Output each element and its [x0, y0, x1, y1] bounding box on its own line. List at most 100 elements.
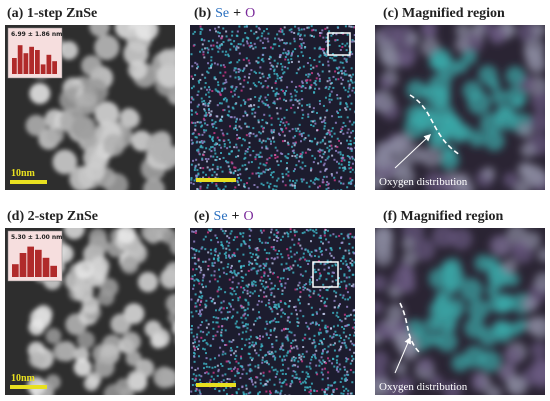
pixel	[244, 312, 247, 315]
pixel	[329, 140, 332, 143]
pixel	[286, 167, 289, 170]
pixel	[244, 101, 247, 104]
pixel	[294, 89, 297, 92]
pixel	[307, 113, 310, 116]
pixel	[223, 66, 226, 69]
pixel	[268, 106, 271, 109]
inset-bar	[17, 45, 23, 74]
pixel	[233, 352, 236, 355]
pixel	[276, 252, 279, 255]
pixel	[273, 257, 276, 260]
pixel	[349, 392, 352, 395]
pixel	[268, 57, 271, 60]
pixel	[295, 313, 298, 316]
pixel	[304, 151, 307, 154]
pixel	[275, 373, 278, 376]
pixel	[221, 50, 224, 53]
pixel	[220, 243, 223, 246]
pixel	[243, 67, 246, 70]
pixel	[246, 285, 249, 288]
pixel	[296, 153, 299, 156]
blob	[501, 258, 517, 275]
pixel	[254, 349, 257, 352]
pixel	[330, 174, 333, 177]
pixel	[193, 284, 196, 287]
pixel	[327, 88, 330, 91]
pixel	[318, 100, 321, 103]
pixel	[328, 140, 331, 143]
pixel	[321, 29, 324, 32]
pixel	[214, 278, 217, 281]
pixel	[297, 238, 300, 241]
pixel	[198, 378, 201, 381]
pixel	[193, 169, 196, 172]
pixel	[220, 261, 223, 264]
pixel	[247, 98, 250, 101]
pixel	[285, 127, 288, 130]
pixel	[332, 189, 335, 190]
particle	[63, 228, 85, 240]
pixel	[331, 57, 334, 60]
pixel	[353, 334, 355, 337]
particle	[45, 374, 61, 390]
pixel	[290, 331, 293, 334]
pixel	[276, 98, 279, 101]
pixel	[349, 170, 352, 173]
pixel	[276, 312, 279, 315]
pixel	[289, 265, 292, 268]
pixel	[303, 46, 306, 49]
pixel	[239, 118, 242, 121]
pixel	[201, 295, 204, 298]
particle	[164, 261, 175, 282]
pixel	[312, 66, 315, 69]
pixel	[318, 74, 321, 77]
pixel	[191, 278, 194, 281]
pixel	[248, 338, 251, 341]
pixel	[282, 363, 285, 366]
pixel	[196, 63, 199, 66]
pixel	[280, 315, 283, 318]
pixel	[194, 61, 197, 64]
pixel	[321, 242, 324, 245]
pixel	[200, 87, 203, 90]
pixel	[285, 108, 288, 111]
pixel	[227, 55, 230, 58]
pixel	[218, 102, 221, 105]
pixel	[288, 61, 291, 64]
pixel	[199, 166, 202, 169]
pixel	[235, 155, 238, 158]
pixel	[261, 359, 264, 362]
pixel	[265, 145, 268, 148]
pixel	[320, 121, 323, 124]
pixel	[206, 123, 209, 126]
blob	[460, 182, 475, 190]
pixel	[325, 40, 328, 43]
pixel	[251, 283, 254, 286]
pixel	[240, 316, 243, 319]
pixel	[340, 127, 343, 130]
pixel	[201, 28, 204, 31]
pixel	[275, 303, 278, 306]
pixel	[345, 284, 348, 287]
pixel	[268, 378, 271, 381]
pixel	[196, 300, 199, 303]
pixel	[327, 357, 330, 360]
pixel	[259, 372, 262, 375]
pixel	[284, 373, 287, 376]
pixel	[295, 90, 298, 93]
pixel	[212, 44, 215, 47]
pixel	[335, 355, 338, 358]
pixel	[234, 350, 237, 353]
pixel	[340, 377, 343, 380]
pixel	[255, 134, 258, 137]
pixel	[320, 32, 323, 35]
pixel	[259, 268, 262, 271]
pixel	[218, 144, 221, 147]
pixel	[350, 147, 353, 150]
pixel	[236, 311, 239, 314]
pixel	[195, 268, 198, 271]
pixel	[280, 385, 283, 388]
pixel	[336, 94, 339, 97]
pixel	[206, 70, 209, 73]
pixel	[297, 299, 300, 302]
